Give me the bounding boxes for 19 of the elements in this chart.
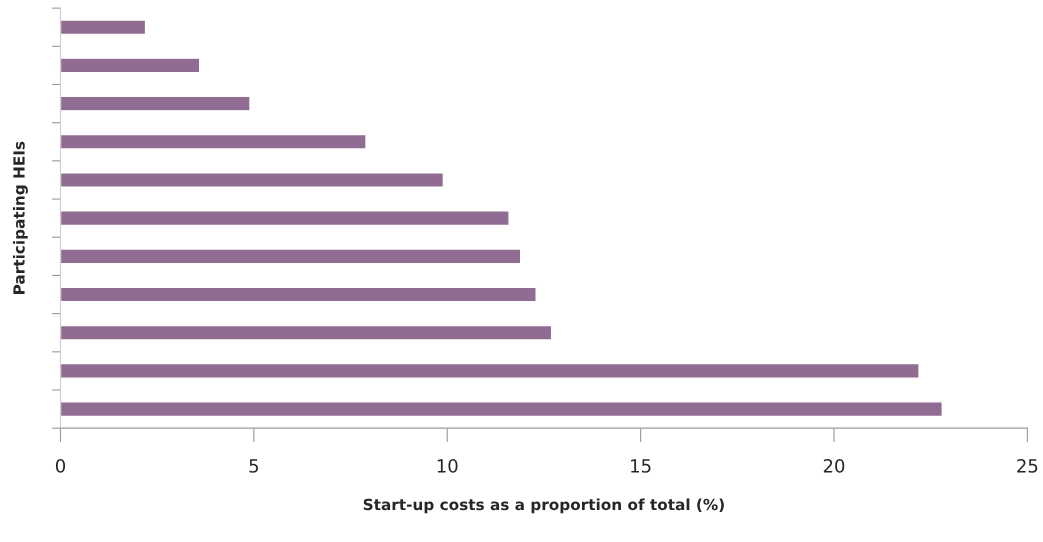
x-tick-label: 15	[631, 459, 651, 473]
x-tick-label: 20	[823, 459, 845, 473]
x-tick-label: 10	[437, 459, 458, 473]
bar	[60, 401, 943, 418]
bar	[60, 95, 251, 112]
bar	[60, 57, 201, 74]
bar	[60, 324, 553, 341]
bar	[60, 172, 445, 188]
bar	[60, 286, 537, 303]
x-tick-label: 5	[249, 459, 259, 473]
bar	[60, 19, 147, 36]
bar	[60, 362, 920, 379]
x-axis-title: Start-up costs as a proportion of total (%)	[363, 498, 724, 514]
bar	[60, 210, 510, 227]
bar	[60, 248, 522, 265]
x-tick-label: 25	[1017, 459, 1038, 473]
x-tick-label: 0	[55, 459, 66, 473]
bar	[60, 133, 367, 150]
y-axis-title: Participating HEIs	[12, 141, 28, 294]
